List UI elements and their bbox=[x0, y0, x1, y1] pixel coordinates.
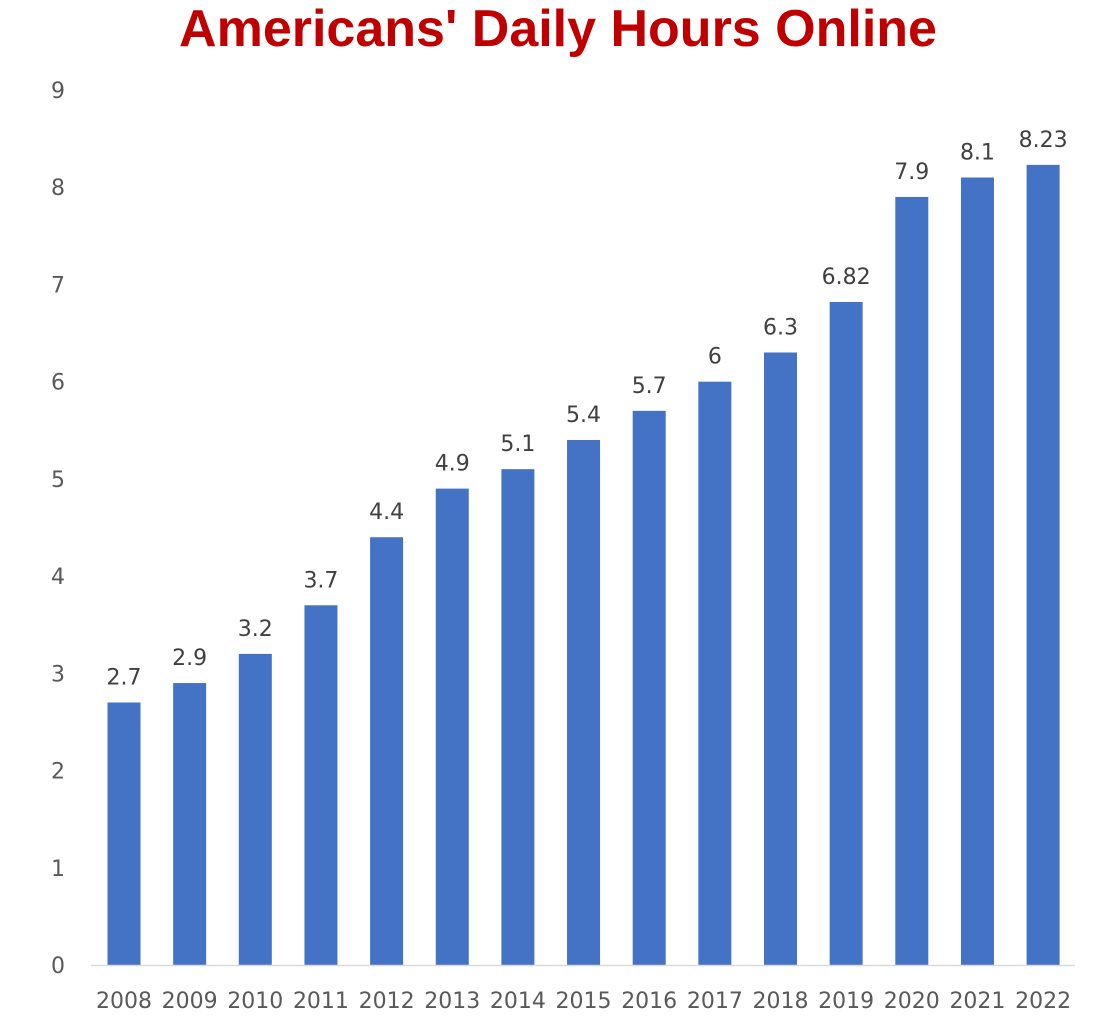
y-axis-ticks: 0 1 2 3 4 5 6 7 8 9 bbox=[51, 79, 65, 979]
y-tick-label: 3 bbox=[51, 662, 65, 687]
data-label: 6.82 bbox=[822, 265, 871, 290]
x-tick-label: 2021 bbox=[949, 989, 1005, 1014]
bar bbox=[304, 605, 338, 965]
x-tick-label: 2012 bbox=[359, 989, 415, 1014]
y-tick-label: 1 bbox=[51, 857, 65, 882]
data-label: 8.1 bbox=[960, 141, 995, 166]
y-tick-label: 8 bbox=[51, 176, 65, 201]
x-tick-label: 2008 bbox=[96, 989, 152, 1014]
bar bbox=[1026, 164, 1060, 966]
x-tick-label: 2018 bbox=[753, 989, 809, 1014]
x-tick-label: 2010 bbox=[227, 989, 283, 1014]
data-label: 8.23 bbox=[1019, 128, 1068, 153]
y-tick-label: 5 bbox=[51, 468, 65, 493]
y-tick-label: 9 bbox=[51, 79, 65, 104]
bar bbox=[895, 196, 929, 965]
y-tick-label: 7 bbox=[51, 273, 65, 298]
bar bbox=[764, 352, 797, 965]
data-label: 3.2 bbox=[238, 617, 273, 642]
bar bbox=[632, 410, 666, 965]
y-tick-label: 4 bbox=[51, 565, 65, 590]
y-tick-label: 6 bbox=[51, 371, 65, 396]
chart-title: Americans' Daily Hours Online bbox=[179, 0, 937, 58]
data-label: 7.9 bbox=[894, 160, 929, 185]
bar bbox=[567, 440, 601, 965]
y-tick-label: 2 bbox=[51, 760, 65, 785]
x-tick-label: 2020 bbox=[884, 989, 940, 1014]
data-label: 3.7 bbox=[303, 568, 338, 593]
data-label: 4.4 bbox=[369, 500, 404, 525]
x-tick-label: 2017 bbox=[687, 989, 743, 1014]
data-labels: 2.7 2.9 3.2 3.7 4.4 4.9 5.1 5.4 5.7 6 6.3 6.82 7.9 8.… bbox=[107, 128, 1068, 691]
bar bbox=[238, 653, 272, 965]
x-tick-label: 2014 bbox=[490, 989, 546, 1014]
data-label: 5.4 bbox=[566, 403, 601, 428]
x-tick-label: 2009 bbox=[162, 989, 218, 1014]
data-label: 2.7 bbox=[107, 666, 142, 691]
bar bbox=[501, 469, 535, 965]
data-label: 4.9 bbox=[435, 452, 470, 477]
bars bbox=[107, 164, 1060, 966]
bar bbox=[435, 488, 469, 965]
bar bbox=[698, 381, 732, 966]
x-tick-label: 2015 bbox=[556, 989, 612, 1014]
y-tick-label: 0 bbox=[51, 954, 65, 979]
x-tick-label: 2019 bbox=[818, 989, 874, 1014]
data-label: 5.7 bbox=[632, 374, 667, 399]
x-tick-label: 2016 bbox=[621, 989, 677, 1014]
data-label: 6.3 bbox=[763, 316, 798, 341]
x-axis-ticks: 2008 2009 2010 2011 2012 2013 2014 2015 2016 2017… bbox=[96, 989, 1071, 1014]
data-label: 6 bbox=[708, 345, 722, 370]
x-tick-label: 2022 bbox=[1015, 989, 1071, 1014]
x-tick-label: 2013 bbox=[424, 989, 480, 1014]
bar bbox=[829, 301, 863, 965]
data-label: 5.1 bbox=[500, 432, 535, 457]
x-tick-label: 2011 bbox=[293, 989, 349, 1014]
bar bbox=[173, 683, 207, 965]
data-label: 2.9 bbox=[172, 646, 207, 671]
bar bbox=[107, 702, 141, 965]
bar bbox=[960, 177, 994, 965]
bar bbox=[370, 537, 404, 965]
